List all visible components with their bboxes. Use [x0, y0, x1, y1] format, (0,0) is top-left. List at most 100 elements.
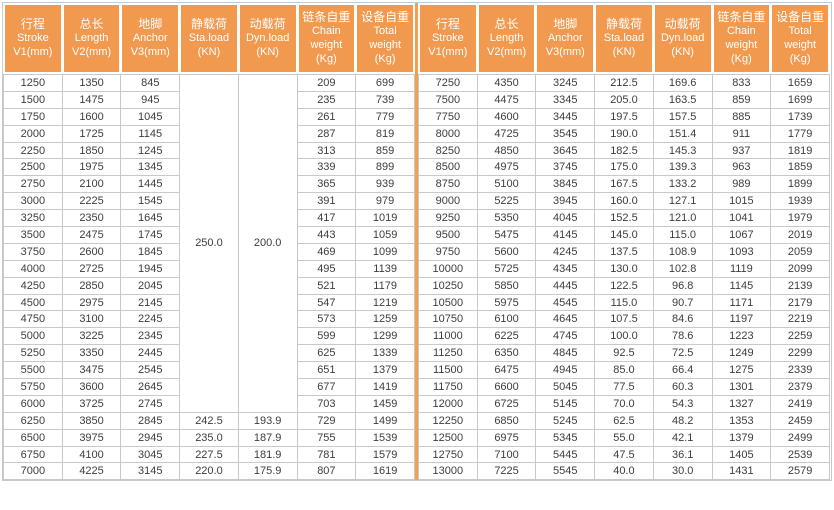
table-cell: 779 — [355, 107, 415, 126]
table-cell: 1845 — [120, 242, 181, 261]
table-cell: 469 — [296, 242, 357, 261]
column-header-unit: (KN) — [197, 46, 221, 58]
table-cell: 9500 — [418, 226, 478, 244]
table-row: 12750 7100 5445 47.5 36.1 1405 2539 — [418, 445, 830, 464]
table-cell: 1223 — [711, 327, 772, 346]
table-cell: 1819 — [770, 141, 830, 160]
table-cell: 209 — [296, 74, 357, 92]
table-row: 8250 4850 3645 182.5 145.3 937 1819 — [418, 141, 830, 160]
column-header-cell: 设备自重 Total weight (Kg) — [357, 5, 413, 72]
column-header-cell: 总长 Length V2(mm) — [478, 5, 535, 72]
table-cell: 2499 — [770, 428, 830, 447]
table-cell: 5250 — [3, 344, 63, 363]
table-row: 7000 4225 3145 220.0 175.9 807 1619 — [3, 462, 415, 481]
table-cell: 1219 — [355, 293, 415, 312]
table-cell: 3945 — [535, 192, 596, 211]
table-cell: 2750 — [3, 175, 63, 194]
table-cell: 3645 — [535, 141, 596, 160]
column-header-cell: 总长 Length V2(mm) — [63, 5, 120, 72]
table-row: 12250 6850 5245 62.5 48.2 1353 2459 — [418, 411, 830, 430]
table-row: 7250 4350 3245 212.5 169.6 833 1659 — [418, 74, 830, 92]
table-cell: 2350 — [61, 209, 122, 228]
column-header-unit: V1(mm) — [13, 46, 53, 58]
table-cell: 573 — [296, 310, 357, 329]
table-cell: 5975 — [476, 293, 537, 312]
table-row: 10250 5850 4445 122.5 96.8 1145 2139 — [418, 276, 830, 295]
table-cell: 5145 — [535, 394, 596, 413]
table-cell: 108.9 — [652, 242, 713, 261]
table-row: 12000 6725 5145 70.0 54.3 1327 2419 — [418, 394, 830, 413]
table-cell: 2600 — [61, 242, 122, 261]
table-cell: 47.5 — [594, 445, 654, 464]
table-cell: 4475 — [476, 90, 537, 109]
column-header-cell: 静载荷 Sta.load (KN) — [181, 5, 237, 72]
column-header-en: Stroke — [16, 32, 49, 45]
table-cell: 443 — [296, 226, 357, 244]
column-header-zh: 地脚 — [553, 17, 578, 32]
table-row: 5000 3225 2345 599 1299 — [3, 327, 415, 346]
table-row: 10000 5725 4345 130.0 102.8 1119 2099 — [418, 259, 830, 278]
table-cell: 10750 — [418, 310, 478, 329]
table-cell: 70.0 — [594, 394, 654, 413]
table-cell: 6000 — [3, 394, 63, 413]
table-cell: 167.5 — [594, 175, 654, 194]
table-cell: 939 — [355, 175, 415, 194]
table-cell: 755 — [296, 428, 357, 447]
table-cell: 139.3 — [652, 158, 713, 177]
column-header-cell: 地脚 Anchor V3(mm) — [537, 5, 594, 72]
table-cell: 7000 — [3, 462, 63, 481]
table-cell: 8250 — [418, 141, 478, 160]
table-cell: 130.0 — [594, 259, 654, 278]
table-cell: 40.0 — [594, 462, 654, 481]
table-cell: 2299 — [770, 344, 830, 363]
table-cell: 1739 — [770, 107, 830, 126]
column-header: 行程 Stroke V1(mm) — [3, 3, 63, 75]
table-cell: 6475 — [476, 361, 537, 380]
table-cell: 6750 — [3, 445, 63, 464]
table-cell: 3745 — [535, 158, 596, 177]
table-cell: 2645 — [120, 378, 181, 396]
table-cell: 4145 — [535, 226, 596, 244]
table-row: 7500 4475 3345 205.0 163.5 859 1699 — [418, 90, 830, 109]
column-header-unit: (Kg) — [374, 52, 396, 65]
table-cell: 521 — [296, 276, 357, 295]
table-cell: 30.0 — [652, 462, 713, 481]
table-cell: 3975 — [61, 428, 122, 447]
table-cell: 2475 — [61, 226, 122, 244]
table-cell: 1179 — [355, 276, 415, 295]
table-cell: 2225 — [61, 192, 122, 211]
table-cell: 13000 — [418, 462, 478, 481]
table-cell: 3500 — [3, 226, 63, 244]
table-cell: 2945 — [120, 428, 181, 447]
table-cell: 3250 — [3, 209, 63, 228]
column-header-unit: V3(mm) — [130, 46, 170, 58]
column-header: 设备自重 Total weight (Kg) — [355, 3, 415, 75]
table-cell: 175.0 — [594, 158, 654, 177]
column-header-unit: (Kg) — [315, 52, 337, 65]
column-header-unit: V1(mm) — [428, 46, 468, 58]
table-cell: 12500 — [418, 428, 478, 447]
table-cell: 2539 — [770, 445, 830, 464]
table-cell: 6100 — [476, 310, 537, 329]
table-cell: 1299 — [355, 327, 415, 346]
table-cell: 182.5 — [594, 141, 654, 160]
table-cell: 2725 — [61, 259, 122, 278]
table-row: 11250 6350 4845 92.5 72.5 1249 2299 — [418, 344, 830, 363]
table-cell: 1475 — [61, 90, 122, 109]
table-cell: 5345 — [535, 428, 596, 447]
table-cell: 3245 — [535, 74, 596, 92]
table-cell: 193.9 — [237, 411, 298, 430]
table-cell: 3145 — [120, 462, 181, 481]
table-cell: 2745 — [120, 394, 181, 413]
table-cell: 4000 — [3, 259, 63, 278]
table-cell: 92.5 — [594, 344, 654, 363]
table-row: 9250 5350 4045 152.5 121.0 1041 1979 — [418, 209, 830, 228]
table-cell: 235 — [296, 90, 357, 109]
table-cell: 699 — [355, 74, 415, 92]
table-row: 1500 1475 945 235 739 — [3, 90, 415, 109]
table-cell: 169.6 — [652, 74, 713, 92]
table-cell: 181.9 — [237, 445, 298, 464]
merged-table-cell: 200.0 — [237, 74, 298, 413]
table-cell: 102.8 — [652, 259, 713, 278]
table-cell: 145.0 — [594, 226, 654, 244]
